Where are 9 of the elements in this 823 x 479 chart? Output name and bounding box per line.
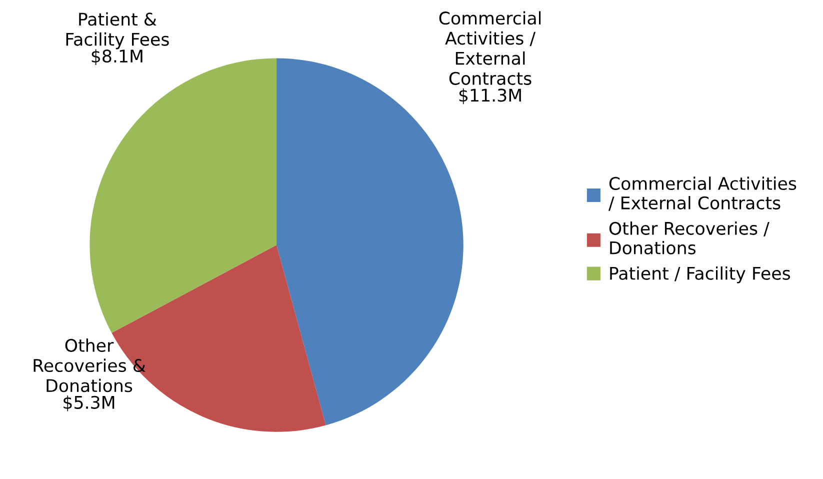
text: Other Recoveries & Donations [34,338,146,392]
legend-label: Other Recoveries / Donations [609,222,770,254]
data-label: $11.3M [459,88,521,104]
data-label: $8.1M [92,49,142,65]
text: Commercial Activities / External Contracts [439,11,541,85]
legend-label: Patient / Facility Fees [610,266,790,284]
text: Patient & Facility Fees [66,12,169,50]
data-label: $5.3M [64,396,114,412]
legend-label: Commercial Activities / External Contracts [608,176,796,211]
